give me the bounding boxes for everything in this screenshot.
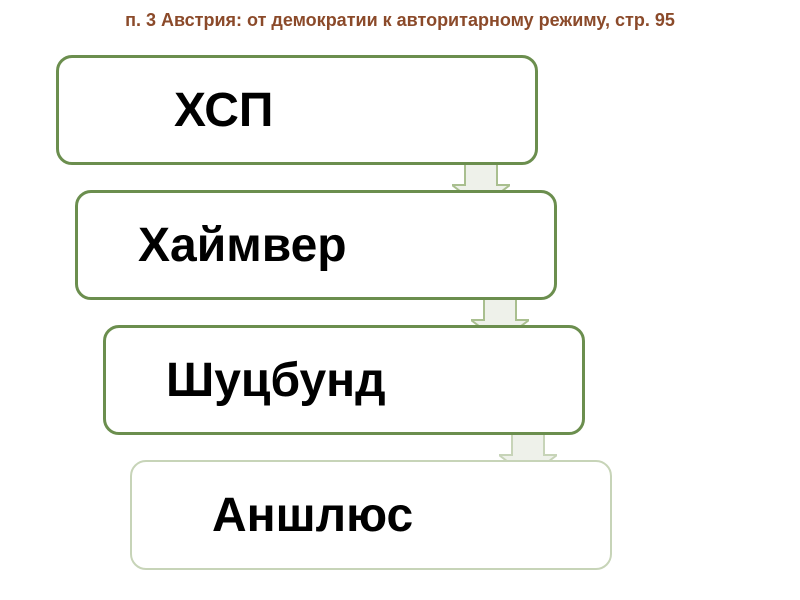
flow-box-label: Аншлюс xyxy=(212,488,413,543)
flow-box-3: Аншлюс xyxy=(130,460,612,570)
flow-box-2: Шуцбунд xyxy=(103,325,585,435)
page-title: п. 3 Австрия: от демократии к авторитарн… xyxy=(0,10,800,31)
flow-box-0: ХСП xyxy=(56,55,538,165)
flow-box-label: ХСП xyxy=(174,83,273,138)
flow-box-1: Хаймвер xyxy=(75,190,557,300)
flow-box-label: Хаймвер xyxy=(138,218,347,273)
title-text: п. 3 Австрия: от демократии к авторитарн… xyxy=(125,10,675,30)
flow-box-label: Шуцбунд xyxy=(166,353,386,408)
